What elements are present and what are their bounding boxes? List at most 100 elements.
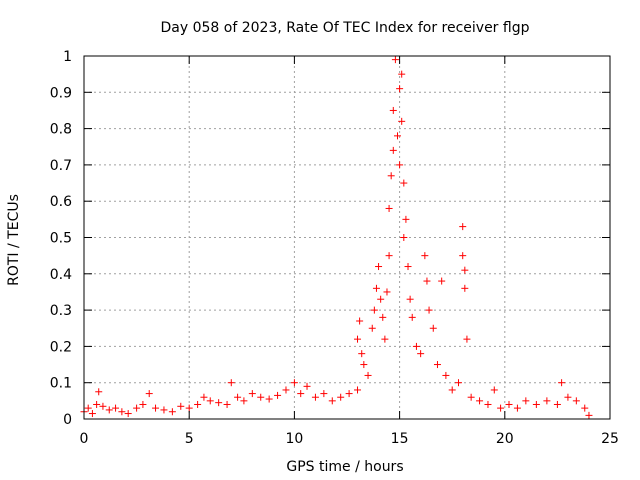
data-point <box>412 342 420 350</box>
data-point <box>398 117 406 125</box>
data-point <box>543 397 551 405</box>
data-point <box>389 106 397 114</box>
data-point <box>337 393 345 401</box>
data-point <box>417 350 425 358</box>
data-point <box>383 288 391 296</box>
data-point <box>463 335 471 343</box>
data-point <box>425 306 433 314</box>
data-point <box>345 390 353 398</box>
data-point <box>467 393 475 401</box>
data-point <box>461 266 469 274</box>
data-point <box>375 263 383 271</box>
y-tick-label: 0.2 <box>50 339 72 355</box>
data-point <box>379 313 387 321</box>
data-point <box>124 410 132 418</box>
data-point <box>200 393 208 401</box>
data-point <box>364 371 372 379</box>
data-point <box>368 324 376 332</box>
data-point <box>404 263 412 271</box>
y-tick-label: 0.7 <box>50 158 72 174</box>
chart-title: Day 058 of 2023, Rate Of TEC Index for r… <box>161 20 530 36</box>
data-point <box>553 400 561 408</box>
data-point <box>385 204 393 212</box>
x-tick-label: 20 <box>496 431 514 447</box>
data-point <box>234 393 242 401</box>
data-point <box>112 404 120 412</box>
data-point <box>290 379 298 387</box>
data-point <box>476 397 484 405</box>
data-point <box>328 397 336 405</box>
data-point <box>484 400 492 408</box>
data-point <box>408 313 416 321</box>
data-point <box>282 386 290 394</box>
data-point <box>257 393 265 401</box>
data-point <box>581 404 589 412</box>
data-point <box>459 223 467 231</box>
data-point <box>558 379 566 387</box>
data-point <box>265 395 273 403</box>
grid-lines <box>84 56 610 419</box>
data-point <box>177 402 185 410</box>
data-point <box>490 386 498 394</box>
data-point <box>393 132 401 140</box>
data-point <box>303 382 311 390</box>
data-point <box>133 404 141 412</box>
data-point <box>223 400 231 408</box>
data-point <box>240 397 248 405</box>
data-point <box>389 146 397 154</box>
data-point <box>459 252 467 260</box>
y-tick-label: 0.9 <box>50 85 72 101</box>
data-point <box>455 379 463 387</box>
y-tick-label: 0.5 <box>50 231 72 247</box>
data-point <box>185 404 193 412</box>
data-point <box>248 390 256 398</box>
data-point <box>93 400 101 408</box>
data-point <box>360 361 368 369</box>
data-point <box>448 386 456 394</box>
data-point <box>442 371 450 379</box>
data-point <box>461 284 469 292</box>
x-axis-label: GPS time / hours <box>286 459 403 475</box>
data-point <box>84 404 92 412</box>
y-tick-label: 0.4 <box>50 267 72 283</box>
y-tick-label: 0.1 <box>50 376 72 392</box>
data-point <box>400 234 408 241</box>
data-point <box>215 399 223 407</box>
data-point <box>95 388 103 396</box>
data-point <box>438 277 446 285</box>
data-point <box>522 397 530 405</box>
data-point <box>206 397 214 405</box>
y-axis-label: ROTI / TECUs <box>6 194 22 286</box>
data-point <box>377 295 385 303</box>
data-point <box>139 400 147 408</box>
data-point <box>385 252 393 260</box>
y-tick-label: 0.3 <box>50 303 72 319</box>
data-point <box>400 179 408 187</box>
data-point <box>105 406 113 414</box>
x-tick-label: 15 <box>391 431 409 447</box>
data-point <box>99 402 107 410</box>
data-point <box>564 393 572 401</box>
data-point <box>88 410 96 418</box>
data-point <box>297 390 305 398</box>
x-tick-label: 10 <box>285 431 303 447</box>
data-point <box>423 277 431 285</box>
axis-ticks <box>83 55 611 420</box>
data-point <box>152 404 160 412</box>
data-point <box>402 215 410 223</box>
data-point <box>370 306 378 314</box>
data-point <box>118 408 126 416</box>
y-tick-label: 0 <box>63 412 72 428</box>
data-point <box>396 161 404 169</box>
data-point <box>356 317 364 325</box>
y-tick-label: 0.6 <box>50 194 72 210</box>
data-point <box>320 390 328 398</box>
y-tick-label: 1 <box>63 49 72 65</box>
data-point <box>145 390 153 398</box>
data-point <box>497 404 505 412</box>
data-point <box>532 400 540 408</box>
data-point <box>585 411 593 419</box>
data-point <box>433 361 441 369</box>
data-points <box>80 56 593 419</box>
